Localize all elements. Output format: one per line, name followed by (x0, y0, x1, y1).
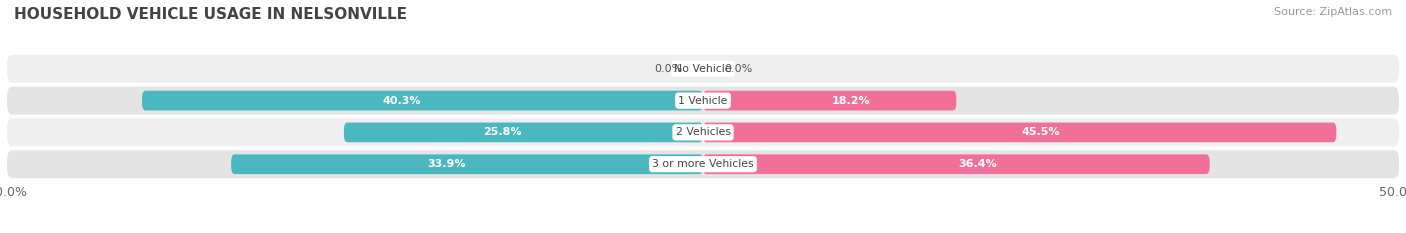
FancyBboxPatch shape (703, 123, 1336, 142)
Text: 25.8%: 25.8% (484, 127, 522, 137)
Text: 45.5%: 45.5% (1021, 127, 1060, 137)
Text: 0.0%: 0.0% (654, 64, 682, 74)
Text: 0.0%: 0.0% (724, 64, 752, 74)
FancyBboxPatch shape (231, 154, 703, 174)
FancyBboxPatch shape (703, 91, 956, 110)
Text: HOUSEHOLD VEHICLE USAGE IN NELSONVILLE: HOUSEHOLD VEHICLE USAGE IN NELSONVILLE (14, 7, 408, 22)
FancyBboxPatch shape (7, 150, 1399, 178)
Text: 33.9%: 33.9% (427, 159, 465, 169)
Text: Source: ZipAtlas.com: Source: ZipAtlas.com (1274, 7, 1392, 17)
FancyBboxPatch shape (142, 91, 703, 110)
FancyBboxPatch shape (7, 87, 1399, 115)
FancyBboxPatch shape (7, 55, 1399, 83)
Text: 18.2%: 18.2% (831, 96, 870, 106)
Text: 3 or more Vehicles: 3 or more Vehicles (652, 159, 754, 169)
Text: 2 Vehicles: 2 Vehicles (675, 127, 731, 137)
Text: 36.4%: 36.4% (957, 159, 997, 169)
Text: 1 Vehicle: 1 Vehicle (678, 96, 728, 106)
FancyBboxPatch shape (344, 123, 703, 142)
Text: 40.3%: 40.3% (382, 96, 420, 106)
FancyBboxPatch shape (703, 154, 1209, 174)
FancyBboxPatch shape (7, 118, 1399, 146)
Text: No Vehicle: No Vehicle (675, 64, 731, 74)
